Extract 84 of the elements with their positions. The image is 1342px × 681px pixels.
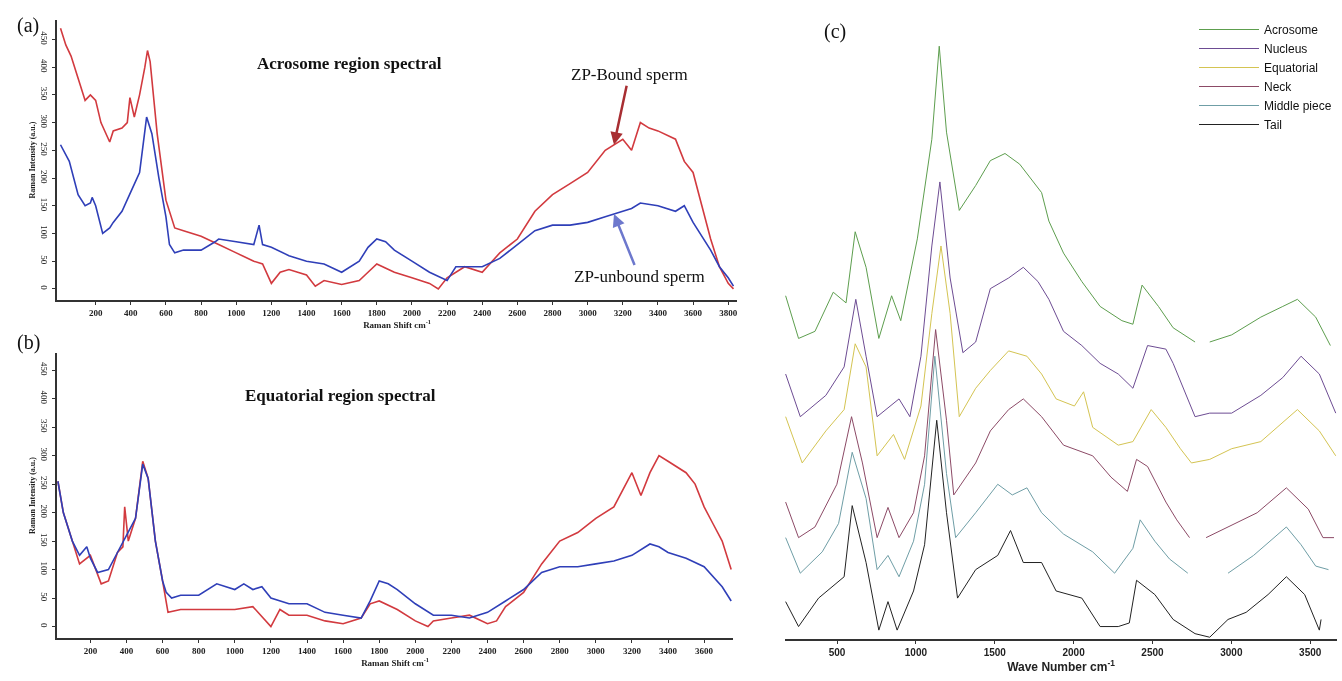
- y-tick-label: 200: [39, 504, 50, 519]
- x-tick-label: 3000: [586, 645, 606, 656]
- x-tick-label: 1800: [370, 645, 389, 656]
- y-axis-title: Raman Intensity (a.u.): [28, 456, 38, 534]
- line-series: [59, 27, 735, 290]
- x-tick-label: 1000: [225, 645, 245, 656]
- x-tick-label: 2000: [1062, 646, 1086, 658]
- legend-label: Nucleus: [1264, 42, 1308, 57]
- y-tick-label: 400: [39, 390, 50, 405]
- x-tick-label: 500: [828, 646, 846, 658]
- x-tick-label: 2400: [478, 645, 498, 656]
- x-tick-label: 3600: [684, 307, 703, 318]
- x-tick-label: 2000: [406, 645, 425, 656]
- y-tick-label: 450: [39, 31, 50, 46]
- y-tick-label: 100: [39, 561, 50, 576]
- y-tick-label: 450: [39, 362, 50, 376]
- x-tick-label: 1000: [227, 307, 246, 318]
- y-tick-label: 300: [39, 447, 50, 462]
- y-tick-label: 300: [39, 114, 50, 129]
- x-tick-label: 3800: [719, 307, 738, 318]
- text: (b): [17, 331, 41, 354]
- text: Acrosome region spectral: [257, 54, 442, 73]
- x-tick-label: 3400: [648, 307, 668, 318]
- x-tick-label: 2000: [402, 307, 422, 318]
- x-tick-label: 1400: [297, 307, 317, 318]
- x-tick-label: 1400: [298, 645, 317, 656]
- x-axis-title: Wave Number cm$^{-1}$: [1007, 657, 1116, 674]
- x-tick-label: 2200: [438, 307, 457, 318]
- x-tick-label: 1200: [262, 307, 281, 318]
- text: (a): [17, 14, 40, 37]
- y-tick-label: 100: [39, 225, 50, 240]
- y-tick-label: 150: [39, 533, 50, 547]
- x-tick-label: 1200: [261, 645, 281, 656]
- line-series: [59, 116, 735, 287]
- legend-label: Middle piece: [1264, 99, 1332, 114]
- x-tick-label: 3200: [613, 307, 633, 318]
- legend-label: Equatorial: [1264, 61, 1319, 76]
- x-tick-label: 600: [155, 645, 170, 656]
- x-tick-label: 2800: [543, 307, 562, 318]
- x-tick-label: 2600: [514, 645, 534, 656]
- y-tick-label: 50: [39, 592, 50, 602]
- y-tick-label: 350: [39, 419, 50, 433]
- x-tick-label: 3200: [622, 645, 642, 656]
- text: (c): [824, 20, 847, 43]
- x-tick-label: 1000: [904, 646, 928, 658]
- x-tick-label: 200: [88, 307, 103, 318]
- x-tick-label: 2200: [442, 645, 461, 656]
- y-tick-label: 50: [39, 255, 50, 265]
- x-tick-label: 1600: [334, 645, 353, 656]
- x-tick-label: 1600: [332, 307, 352, 318]
- annotation: ZP-Bound sperm: [571, 65, 688, 84]
- x-tick-label: 200: [83, 645, 98, 656]
- x-tick-label: 1800: [367, 307, 387, 318]
- x-tick-label: 800: [194, 307, 209, 318]
- x-tick-label: 3600: [695, 645, 714, 656]
- x-tick-label: 1500: [983, 646, 1007, 658]
- x-tick-label: 600: [159, 307, 174, 318]
- x-tick-label: 3400: [659, 645, 678, 656]
- text: Equatorial region spectral: [245, 386, 436, 405]
- annotation: ZP-unbound sperm: [574, 267, 705, 286]
- y-axis-title: Raman Intensity (a.u.): [28, 121, 38, 199]
- y-tick-label: 250: [39, 142, 50, 157]
- y-tick-label: 400: [39, 59, 50, 74]
- x-tick-label: 400: [124, 307, 139, 318]
- y-tick-label: 250: [39, 476, 50, 490]
- legend-label: Acrosome: [1264, 23, 1319, 38]
- y-tick-label: 150: [39, 197, 50, 212]
- y-tick-label: 200: [39, 169, 50, 184]
- y-tick-label: 0: [39, 285, 50, 291]
- legend-label: Tail: [1264, 118, 1283, 133]
- x-tick-label: 3000: [1220, 646, 1243, 658]
- y-tick-label: 0: [39, 623, 50, 628]
- x-tick-label: 3500: [1299, 646, 1322, 658]
- x-tick-label: 2500: [1141, 646, 1165, 658]
- x-tick-label: 800: [191, 645, 206, 656]
- x-tick-label: 2600: [508, 307, 527, 318]
- y-tick-label: 350: [39, 86, 50, 101]
- x-tick-label: 400: [119, 645, 134, 656]
- x-axis-title: Raman Shift cm$^{-1}$: [363, 317, 431, 330]
- x-axis-title: Raman Shift cm$^{-1}$: [361, 655, 429, 668]
- x-tick-label: 2400: [473, 307, 492, 318]
- x-tick-label: 3000: [578, 307, 598, 318]
- x-tick-label: 2800: [550, 645, 570, 656]
- legend-label: Neck: [1264, 80, 1293, 95]
